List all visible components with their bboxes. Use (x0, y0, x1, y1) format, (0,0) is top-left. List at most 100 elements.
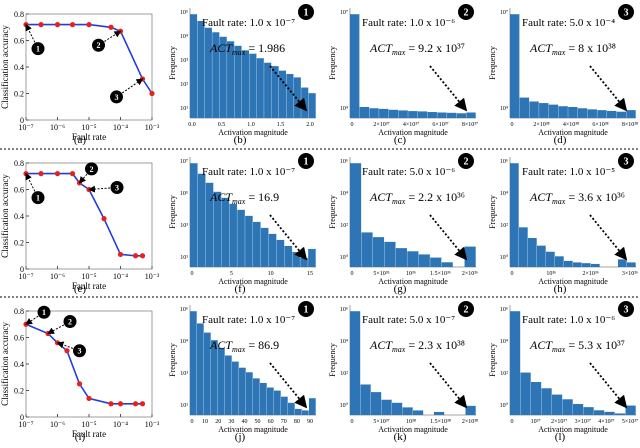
act-subscript: max (552, 197, 566, 206)
x-axis-label: Activation magnitude (538, 277, 608, 286)
histogram-bar (239, 367, 246, 415)
histogram-bar (372, 237, 385, 267)
act-label: ACT (369, 338, 393, 352)
act-label: ACT (209, 190, 233, 204)
histogram-bar (529, 101, 539, 118)
histogram-bar (528, 238, 537, 267)
data-point (108, 24, 114, 30)
x-tick-label: 10⁻⁵ (81, 272, 96, 281)
histogram-bar (229, 203, 237, 267)
y-tick-label: 10⁴ (340, 339, 348, 345)
y-tick-label: 10⁵ (180, 191, 188, 197)
act-subscript: max (392, 48, 406, 57)
x-axis-label: Activation magnitude (218, 128, 288, 137)
y-tick-label: 10⁷ (500, 10, 508, 16)
accuracy-line (26, 23, 153, 94)
x-tick-label: 0 (511, 419, 514, 425)
y-tick-label: 10² (340, 223, 348, 229)
x-tick-label: 10⁻⁷ (18, 420, 33, 429)
x-tick-label: 10⁻⁴ (113, 272, 128, 281)
x-tick-label: 10⁻⁶ (50, 272, 65, 281)
callout-badge (458, 153, 474, 169)
data-point (108, 401, 114, 407)
fault-rate-label: Fault rate: 5.0 x 10⁻⁴ (522, 17, 615, 29)
y-tick-label: 10⁰ (340, 402, 349, 409)
y-tick-label: 0 (20, 413, 24, 422)
data-point (149, 90, 155, 97)
act-label: ACT (369, 41, 393, 55)
histogram-bar (395, 248, 407, 267)
histogram-bar (190, 311, 197, 415)
histogram-bar (268, 233, 277, 267)
act-value: = 8 x 10³⁸ (565, 41, 616, 55)
y-tick-label: 10⁵ (180, 10, 188, 16)
callout-badge (298, 4, 314, 20)
act-subscript: max (232, 345, 246, 354)
histogram-bar (446, 112, 457, 118)
histogram-bar (234, 45, 242, 119)
histogram-bar (418, 254, 430, 267)
panel-d: (d) 0 2×10³⁸ 4×10³⁸ 6×10³⁸ 8×10³⁸ 10⁷ 10⁴ Activa… (488, 4, 638, 146)
histogram-bar (274, 390, 281, 415)
x-tick-label: 30 (228, 419, 234, 425)
x-tick-label: 90 (307, 419, 313, 425)
y-tick-label: 0.2 (14, 90, 24, 99)
x-tick-label: 3×10³⁷ (575, 419, 591, 425)
callout-badge-label: 1 (304, 8, 309, 19)
y-tick-label: 0.8 (14, 307, 24, 316)
max-activation-arrow (589, 65, 628, 112)
histogram-bar (398, 110, 408, 118)
histogram-bar (260, 382, 267, 415)
callout-badge-label: 1 (304, 157, 309, 168)
fault-rate-label: Fault rate: 1.0 x 10⁻⁶ (362, 17, 455, 29)
y-tick-label: 10³ (180, 58, 188, 64)
act-subscript: max (392, 345, 406, 354)
x-axis-label: Fault rate (72, 281, 106, 291)
histogram-bar (308, 248, 316, 267)
data-point (86, 395, 92, 402)
act-subscript: max (552, 48, 566, 57)
x-tick-label: 3×10³⁶ (622, 271, 638, 277)
callout-badge-label: 1 (36, 45, 40, 54)
histogram-bar (510, 163, 519, 267)
histogram-bar (286, 74, 294, 118)
x-axis-label: Activation magnitude (538, 128, 608, 137)
y-tick-label: 0.8 (14, 159, 24, 168)
fault-rate-label: Fault rate: 1.0 x 10⁻⁷ (202, 314, 295, 326)
x-tick-label: 10³⁷ (531, 419, 541, 425)
histogram-bar (456, 113, 467, 118)
histogram-bar (284, 245, 293, 267)
panel-caption: (e) (74, 283, 87, 295)
y-tick-label: 10⁴ (500, 106, 508, 112)
act-value: = 16.9 (245, 190, 279, 204)
x-tick-label: 4×10³⁷ (403, 122, 419, 128)
panel-caption: (c) (394, 134, 407, 146)
callout-badge-label: 1 (36, 194, 40, 203)
act-subscript: max (232, 197, 246, 206)
data-point (132, 401, 139, 407)
data-point (132, 253, 139, 259)
y-axis-label: Classification accuracy (0, 322, 10, 406)
x-tick-label: 2×10³⁶ (462, 271, 478, 277)
histogram-bar (295, 408, 302, 415)
data-point (86, 22, 92, 28)
x-tick-label: 5×10³⁵ (373, 271, 389, 277)
act-value: = 5.3 x 10³⁷ (565, 338, 625, 352)
y-tick-label: 10⁴ (180, 339, 188, 345)
histogram-bar (402, 407, 413, 415)
histogram-bar (359, 106, 370, 118)
x-tick-label: 10³⁶ (546, 271, 556, 277)
fault-rate-label: Fault rate: 1.0 x 10⁻⁷ (202, 17, 295, 29)
histogram-bar (417, 111, 428, 118)
x-tick-label: 2×10³⁸ (462, 419, 478, 425)
x-tick-label: 2×10³⁶ (583, 271, 599, 277)
histogram-bar (413, 410, 424, 415)
data-point (117, 251, 124, 258)
histogram-bar (465, 405, 476, 415)
histogram-bar (437, 112, 447, 118)
histogram-bar (381, 399, 392, 415)
histogram-bar (205, 182, 214, 267)
histogram-bar (232, 361, 239, 415)
histogram-bar (197, 173, 206, 267)
act-value: = 2.3 x 10³⁸ (405, 338, 465, 352)
